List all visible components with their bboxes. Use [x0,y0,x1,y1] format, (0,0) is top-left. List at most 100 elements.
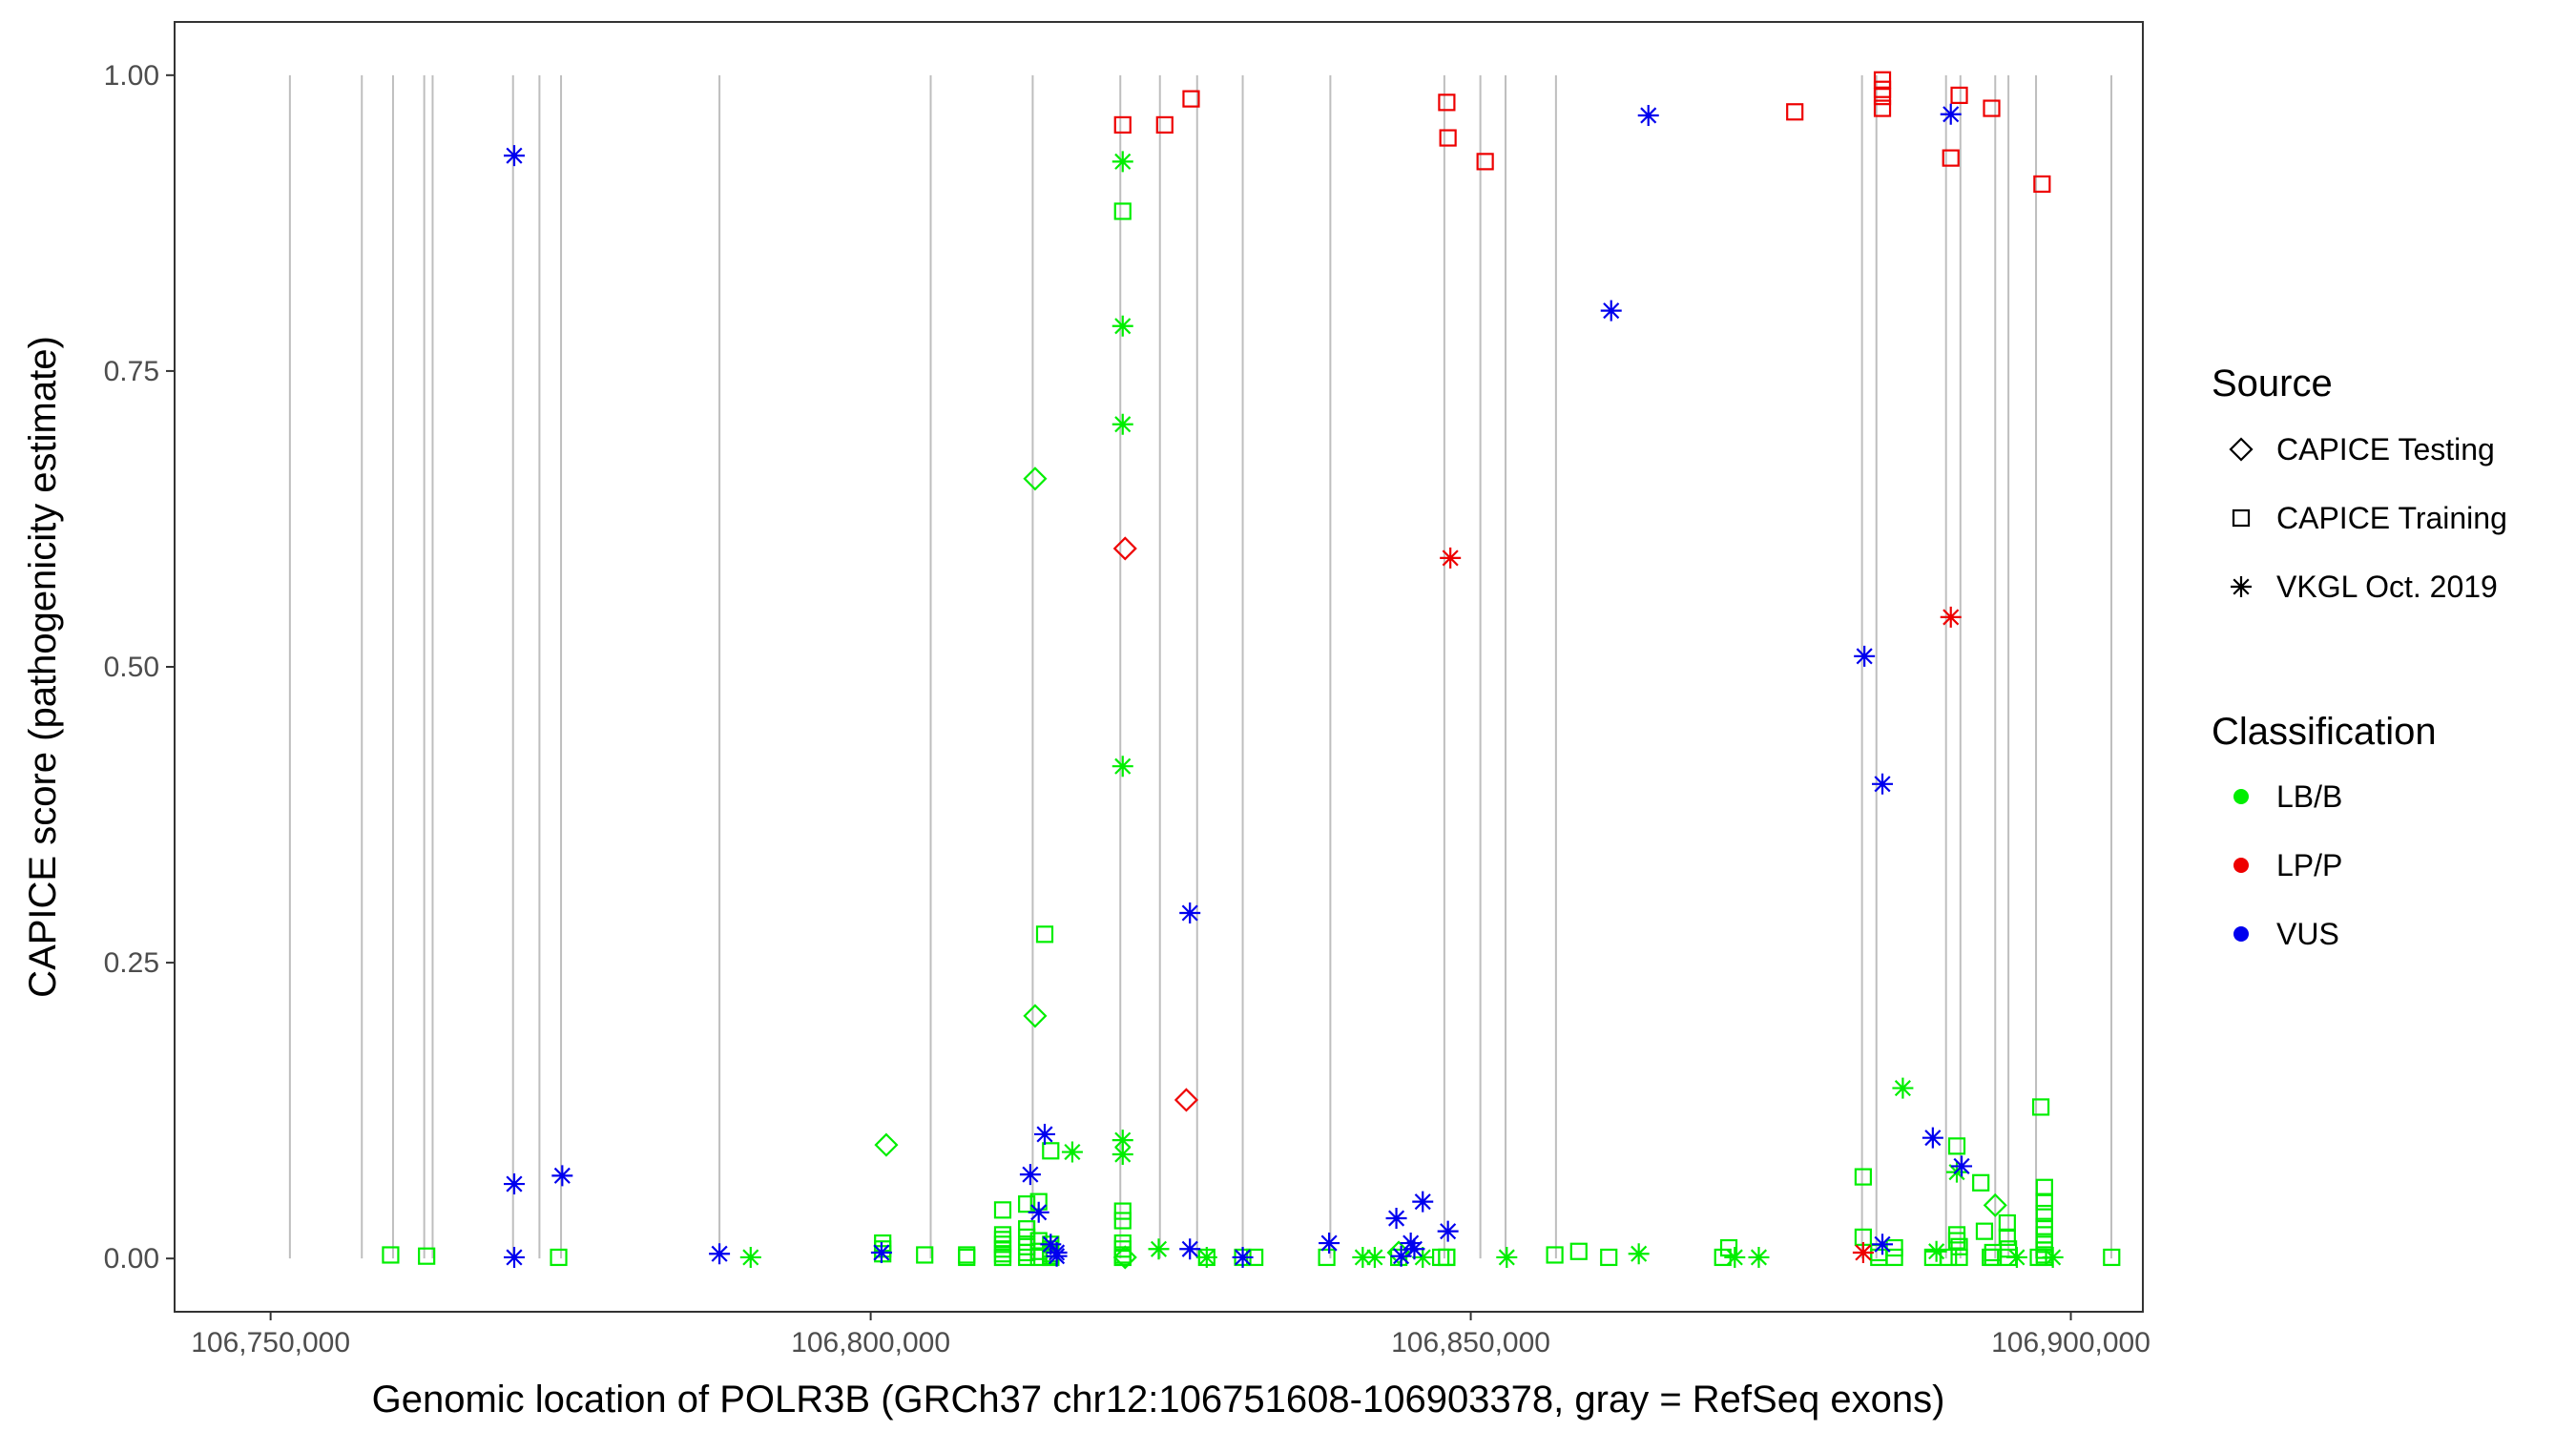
data-point [551,1165,573,1187]
plot-panel [174,21,2144,1313]
data-point [418,1247,436,1265]
data-point [1400,1233,1422,1255]
data-point [1925,1240,1947,1262]
data-point [1940,1248,1958,1267]
x-tick-label: 106,850,000 [1391,1327,1550,1358]
data-point [1113,1212,1132,1230]
data-point [1034,1123,1055,1145]
data-point [709,1243,731,1265]
x-axis-title: Genomic location of POLR3B (GRCh37 chr12… [372,1379,1945,1421]
legend-source-label: CAPICE Training [2276,501,2507,535]
data-point [503,145,525,167]
data-point [1947,1137,1966,1155]
data-point [1023,467,1048,491]
data-point [874,1132,899,1157]
data-point [1892,1077,1914,1099]
data-point [1113,202,1132,220]
data-point [1018,1220,1036,1238]
y-tick-label: 0.50 [104,652,159,683]
data-point [1111,315,1133,337]
data-point [1476,153,1494,171]
data-point [1786,103,1804,121]
data-point [1403,1238,1425,1260]
data-point [2031,1098,2050,1116]
data-point [1319,1233,1340,1255]
data-point [1854,645,1876,667]
data-point [1389,1248,1408,1267]
data-point [1950,86,1968,105]
data-point [1885,1248,1903,1267]
data-point [993,1226,1012,1244]
data-point [739,1246,761,1268]
legend-source-label: CAPICE Testing [2276,432,2495,467]
exon-lines [288,74,2113,1259]
data-point [1546,1246,1564,1264]
data-point [1179,1238,1201,1260]
data-point [1951,1155,1973,1177]
data-point [1179,902,1201,923]
data-point [2035,1192,2053,1211]
data-point [1872,773,1894,795]
data-point [1950,1237,1968,1255]
data-point [1112,1245,1137,1270]
data-point [1983,99,2001,117]
data-point [1046,1245,1068,1267]
legend-source-key [2231,576,2252,597]
data-point [382,1246,400,1264]
data-point [1942,149,1960,167]
data-point [993,1248,1012,1267]
legend: Source CAPICE Testing CAPICE Training VKGL… [2212,363,2507,951]
data-point [1155,115,1174,135]
legend-source-key [2229,437,2254,462]
data-point [993,1201,1012,1219]
data-point [1873,99,1892,117]
data-point [1040,1234,1062,1255]
legend-classification-title: Classification [2212,711,2437,753]
legend-class-label: LP/P [2276,848,2342,882]
data-point [1111,1130,1133,1151]
data-point [1854,1168,1873,1186]
data-point [1600,1248,1618,1267]
data-point [1440,547,1462,569]
data-point [916,1246,934,1264]
data-point [870,1241,892,1263]
data-point [1873,71,1892,89]
data-point [2035,1178,2053,1196]
data-point [1438,1248,1456,1267]
data-point [1111,413,1133,435]
data-point [1637,104,1659,126]
data-point [1042,1142,1060,1160]
x-axis: 106,750,000 106,800,000 106,850,000 106,900… [191,1312,2150,1358]
legend-source-label: VKGL Oct. 2019 [2276,570,2498,604]
legend-source-title: Source [2212,363,2333,404]
data-point [1232,1246,1254,1268]
y-tick-label: 0.75 [104,356,159,387]
legend-class-label: LB/B [2276,779,2342,814]
data-point [1018,1237,1036,1255]
data-point [1019,1164,1041,1186]
data-point [1998,1228,2016,1246]
y-tick-label: 1.00 [104,60,159,92]
data-point [1023,1004,1048,1028]
x-tick-label: 106,800,000 [791,1327,950,1358]
data-point [2103,1248,2121,1267]
y-tick-label: 0.25 [104,947,159,979]
data-point [1922,1127,1943,1149]
data-point [1852,1241,1874,1263]
data-point [958,1246,976,1264]
data-point [1748,1246,1770,1268]
legend-class-key [2233,789,2249,804]
data-point [1724,1246,1746,1268]
legend-source-key [2232,508,2251,528]
data-point [1174,1088,1198,1112]
legend-class-label: VUS [2276,917,2339,951]
data-point [1352,1246,1374,1268]
data-point [2033,175,2051,194]
data-point [1195,1246,1217,1268]
data-point [1438,93,1456,112]
data-point [1972,1173,1990,1192]
data-point [1112,536,1137,561]
data-point [1983,1192,2007,1217]
data-point [1113,1202,1132,1220]
